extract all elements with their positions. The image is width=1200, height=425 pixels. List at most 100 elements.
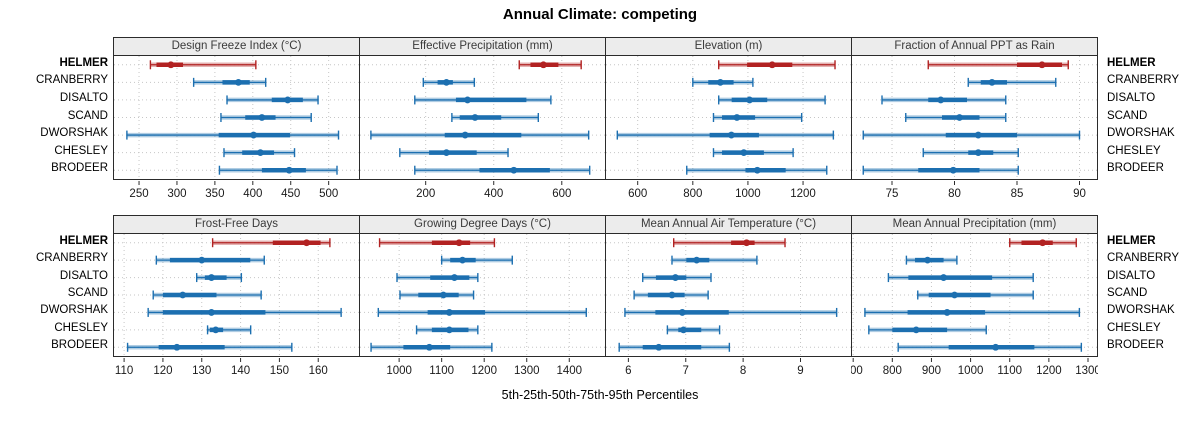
axis-tick-label: 75: [886, 188, 899, 200]
panel-plot-0-3: [851, 55, 1098, 180]
panel-strip-label: Fraction of Annual PPT as Rain: [894, 40, 1055, 52]
series-scand: [152, 290, 262, 300]
axis-tick-label: 400: [484, 188, 503, 200]
site-label-left-dworshak: DWORSHAK: [40, 127, 108, 140]
series-helmer: [378, 238, 496, 248]
site-label-right-brodeer: BRODEER: [1107, 162, 1164, 175]
panel-axis-7: 700 800 900 1000 1100 1200 1300: [851, 358, 1098, 379]
series-scand: [399, 290, 475, 300]
median-dot: [951, 291, 958, 299]
panel-strip-0: Design Freeze Index (°C): [113, 37, 360, 56]
panel-plot-1-2: [605, 233, 852, 357]
median-dot: [167, 61, 175, 69]
chart-caption: 5th-25th-50th-75th-95th Percentiles: [501, 388, 699, 402]
axis-tick-label: 1300: [514, 365, 540, 377]
site-label-right-helmer: HELMER: [1107, 234, 1156, 247]
median-dot: [198, 256, 206, 264]
series-cranberry: [440, 255, 513, 265]
series-dworshak: [147, 307, 342, 317]
series-scand: [905, 113, 1007, 122]
median-dot: [439, 291, 447, 299]
site-label-left-cranberry: CRANBERRY: [36, 252, 108, 265]
series-chesley: [206, 325, 252, 335]
median-dot: [716, 78, 724, 86]
axis-tick-label: 130: [192, 365, 211, 377]
site-label-left-helmer: HELMER: [59, 56, 108, 69]
panel-axis-3: 75 80 85 90: [851, 181, 1098, 202]
axis-tick-label: 8: [740, 365, 746, 377]
panel-strip-label: Mean Annual Precipitation (mm): [892, 218, 1057, 230]
axis-svg: 75 80 85 90: [886, 181, 1086, 200]
panel-plot-1-0: [113, 233, 360, 357]
series-scand: [220, 113, 312, 122]
series-chesley: [399, 148, 509, 158]
median-dot: [949, 166, 957, 174]
series-cranberry: [155, 255, 265, 265]
site-label-right-brodeer: BRODEER: [1107, 339, 1164, 352]
series-chesley: [223, 148, 296, 158]
axis-tick-label: 150: [270, 365, 289, 377]
median-dot: [208, 309, 215, 316]
axis-svg: 600 800 1000 1200: [628, 181, 816, 200]
panel-strip-label: Design Freeze Index (°C): [171, 40, 302, 52]
panel-plot-1-1: [359, 233, 606, 357]
series-dworshak: [370, 130, 590, 140]
median-dot: [768, 61, 776, 69]
axis-svg: 200 400 600: [416, 181, 571, 200]
median-dot: [733, 114, 741, 121]
panel-strip-label: Growing Degree Days (°C): [414, 218, 551, 230]
median-dot: [693, 256, 701, 264]
axis-svg: 700 800 900 1000 1100 1200 1300: [851, 358, 1098, 377]
median-dot: [753, 166, 761, 174]
panel-strip-label: Elevation (m): [694, 40, 763, 52]
panel-axis-4: 110 120 130 140 150 160: [113, 358, 360, 379]
median-dot: [208, 274, 215, 281]
series-chesley: [868, 325, 987, 335]
series-dworshak: [377, 307, 587, 317]
panel-svg: [114, 234, 359, 356]
site-label-left-disalto: DISALTO: [59, 269, 108, 282]
series-disalto: [196, 273, 243, 283]
panel-plot-0-1: [359, 55, 606, 180]
series-dworshak: [862, 130, 1081, 140]
series-brodeer: [370, 342, 493, 352]
axis-tick-label: 600: [628, 188, 647, 200]
median-dot: [746, 96, 753, 104]
site-label-right-chesley: CHESLEY: [1107, 321, 1161, 334]
site-label-left-disalto: DISALTO: [59, 91, 108, 104]
axis-tick-label: 1300: [1075, 365, 1098, 377]
site-label-left-cranberry: CRANBERRY: [36, 74, 108, 87]
series-helmer: [211, 238, 331, 248]
series-scand: [451, 113, 540, 122]
median-dot: [678, 309, 686, 316]
site-label-left-chesley: CHESLEY: [54, 321, 108, 334]
axis-tick-label: 450: [281, 188, 300, 200]
series-disalto: [226, 95, 319, 105]
axis-tick-label: 160: [309, 365, 328, 377]
median-dot: [974, 131, 982, 139]
panel-strip-label: Effective Precipitation (mm): [412, 40, 553, 52]
site-label-left-brodeer: BRODEER: [51, 162, 108, 175]
panel-strip-4: Frost-Free Days: [113, 215, 360, 234]
axis-tick-label: 400: [243, 188, 262, 200]
series-disalto: [414, 95, 552, 105]
series-chesley: [712, 148, 794, 158]
axis-tick-label: 800: [683, 188, 702, 200]
axis-svg: 250 300 350 400 450 500: [129, 181, 338, 200]
median-dot: [992, 343, 1000, 351]
axis-svg: 110 120 130 140 150 160: [115, 358, 328, 377]
axis-tick-label: 9: [797, 365, 803, 377]
site-label-right-disalto: DISALTO: [1107, 269, 1156, 282]
median-dot: [285, 166, 293, 174]
median-dot: [940, 274, 947, 281]
axis-tick-label: 800: [883, 365, 902, 377]
site-label-right-cranberry: CRANBERRY: [1107, 252, 1179, 265]
axis-tick-label: 1100: [997, 365, 1022, 377]
axis-tick-label: 300: [167, 188, 186, 200]
panel-svg: [606, 56, 851, 179]
median-dot: [179, 291, 187, 299]
axis-tick-label: 1000: [735, 188, 761, 200]
series-cranberry: [671, 255, 758, 265]
median-dot: [924, 256, 931, 264]
